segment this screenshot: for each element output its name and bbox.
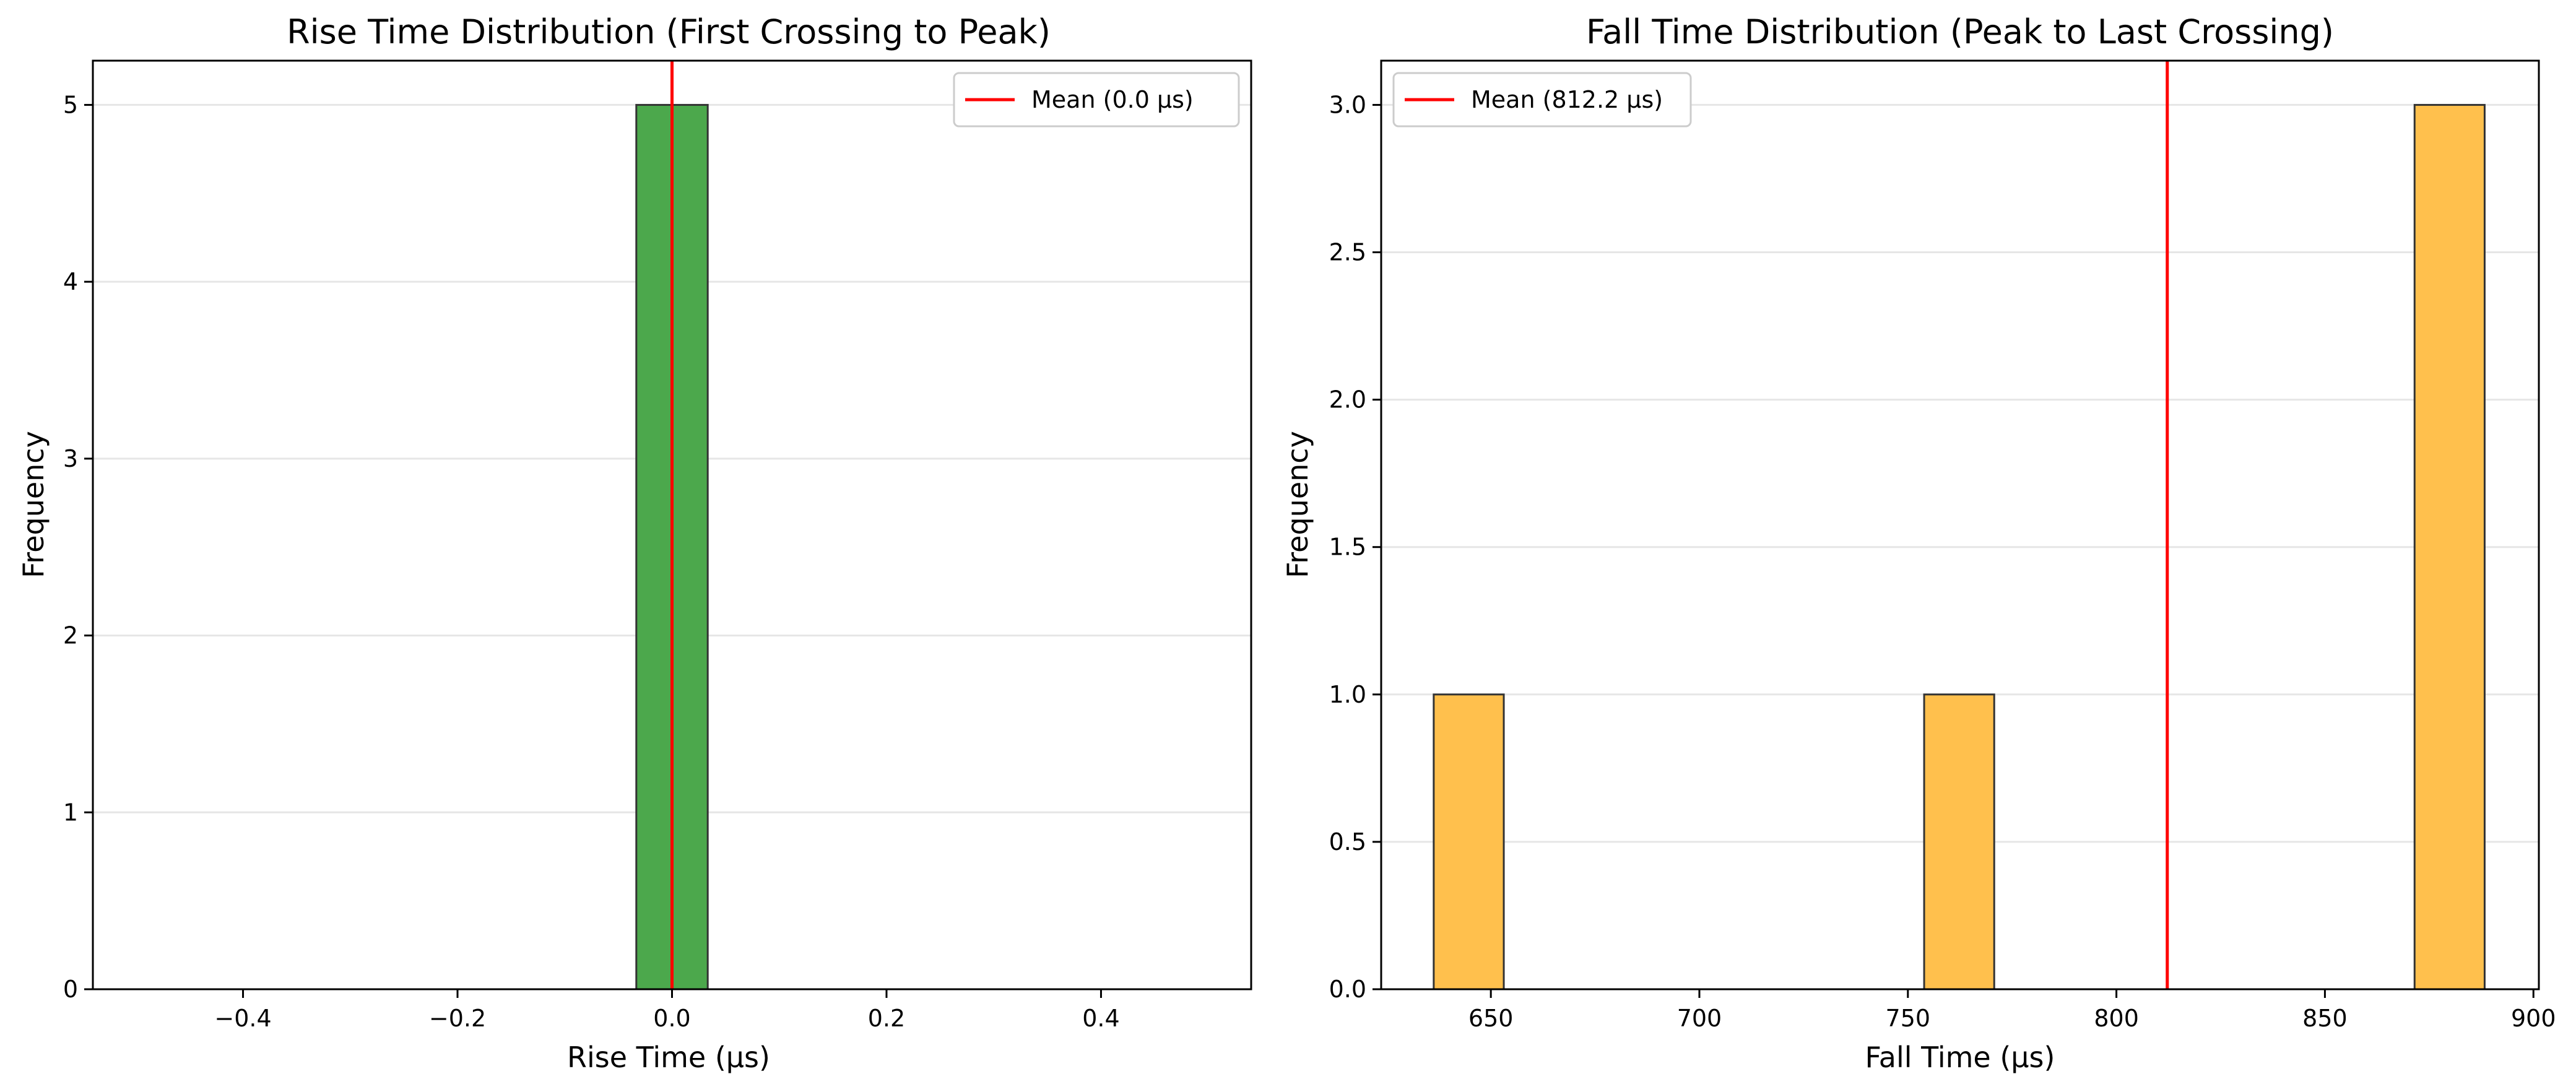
fall-x-tick-label: 850	[2302, 1005, 2348, 1032]
fall-x-axis-label: Fall Time (µs)	[1865, 1041, 2055, 1074]
fall-axes-frame	[1380, 59, 2540, 990]
rise-y-tick-label: 5	[63, 91, 78, 118]
rise-x-tick-label: 0.4	[1082, 1005, 1119, 1032]
fall-y-tick-label: 0.0	[1329, 976, 1366, 1003]
rise-y-tick-label: 1	[63, 799, 78, 826]
rise-legend-box	[953, 72, 1240, 128]
fall-y-tick-label: 1.5	[1329, 534, 1366, 561]
rise-y-tick-label: 4	[63, 268, 78, 295]
rise-legend: Mean (0.0 µs)	[953, 72, 1240, 128]
rise-legend-label: Mean (0.0 µs)	[1031, 86, 1194, 113]
fall-histogram-bar	[1433, 693, 1505, 990]
rise-x-axis-label: Rise Time (µs)	[567, 1041, 770, 1074]
fall-time-histogram: Fall Time Distribution (Peak to Last Cro…	[1281, 12, 2556, 1074]
fall-y-axis-label: Frequency	[1281, 431, 1314, 578]
fall-y-tick-label: 3.0	[1329, 91, 1366, 118]
fall-y-tick-label: 2.0	[1329, 386, 1366, 414]
fall-chart-title: Fall Time Distribution (Peak to Last Cro…	[1586, 12, 2334, 51]
fall-x-tick-label: 750	[1886, 1005, 1931, 1032]
rise-chart-title: Rise Time Distribution (First Crossing t…	[287, 12, 1051, 51]
rise-x-tick-label: 0.0	[653, 1005, 690, 1032]
fall-x-tick-label: 700	[1677, 1005, 1722, 1032]
fall-x-tick-label: 800	[2094, 1005, 2139, 1032]
fall-legend-box	[1392, 72, 1692, 128]
fall-x-tick-label: 650	[1468, 1005, 1514, 1032]
rise-x-tick-label: −0.4	[214, 1005, 271, 1032]
fall-y-tick-label: 0.5	[1329, 828, 1366, 856]
rise-x-tick-label: 0.2	[868, 1005, 905, 1032]
fall-x-tick-label: 900	[2511, 1005, 2556, 1032]
rise-y-tick-label: 2	[63, 622, 78, 649]
fall-legend: Mean (812.2 µs)	[1392, 72, 1692, 128]
fall-legend-label: Mean (812.2 µs)	[1471, 86, 1663, 113]
rise-time-histogram: Rise Time Distribution (First Crossing t…	[17, 12, 1252, 1074]
fall-y-tick-label: 1.0	[1329, 681, 1366, 708]
rise-y-tick-label: 3	[63, 445, 78, 472]
rise-x-tick-label: −0.2	[429, 1005, 486, 1032]
fall-histogram-bar	[2413, 103, 2486, 990]
rise-y-axis-label: Frequency	[17, 431, 50, 578]
fall-y-tick-label: 2.5	[1329, 239, 1366, 266]
fall-histogram-bar	[1923, 693, 1995, 990]
rise-y-tick-label: 0	[63, 976, 78, 1003]
